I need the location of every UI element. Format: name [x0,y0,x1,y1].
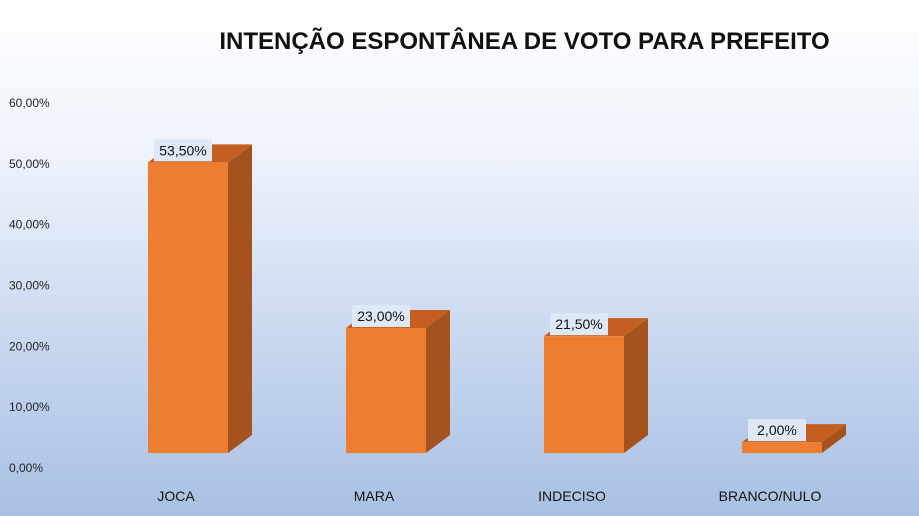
bar-side [822,424,846,453]
bars: 53,50% 23,00% 21,50% 2,00% [148,139,846,454]
bar [346,310,450,453]
bar [148,144,252,454]
bar-side [624,318,648,453]
y-axis: 0,00% 10,00% 20,00% 30,00% 40,00% 50,00% 60,00… [9,96,50,475]
data-label: 53,50% [159,142,206,158]
data-label: 2,00% [757,422,797,438]
bar-front [544,336,624,453]
y-tick-label: 30,00% [9,279,50,293]
bar-front [148,162,228,454]
y-tick-label: 10,00% [9,400,50,414]
data-label-box [352,305,410,328]
y-tick-label: 60,00% [9,96,50,110]
y-tick-label: 40,00% [9,218,50,232]
category-label: JOCA [157,488,195,504]
category-label: MARA [354,488,395,504]
chart-title: INTENÇÃO ESPONTÂNEA DE VOTO PARA PREFEIT… [219,28,830,55]
y-tick-label: 20,00% [9,339,50,353]
bar-side [228,144,252,454]
y-tick-label: 50,00% [9,157,50,171]
bar [544,318,648,453]
bar-side [426,310,450,453]
category-label: INDECISO [538,488,606,504]
category-label: BRANCO/NULO [719,488,822,504]
data-label: 23,00% [357,308,404,324]
data-label-box [748,419,806,442]
y-tick-label: 0,00% [9,461,43,475]
data-label: 21,50% [555,316,602,332]
x-axis: JOCA MARA INDECISO BRANCO/NULO [157,488,821,504]
bar-front [742,442,822,453]
data-label-box [550,313,608,336]
bar-front [346,328,426,453]
data-label-box [154,139,212,162]
